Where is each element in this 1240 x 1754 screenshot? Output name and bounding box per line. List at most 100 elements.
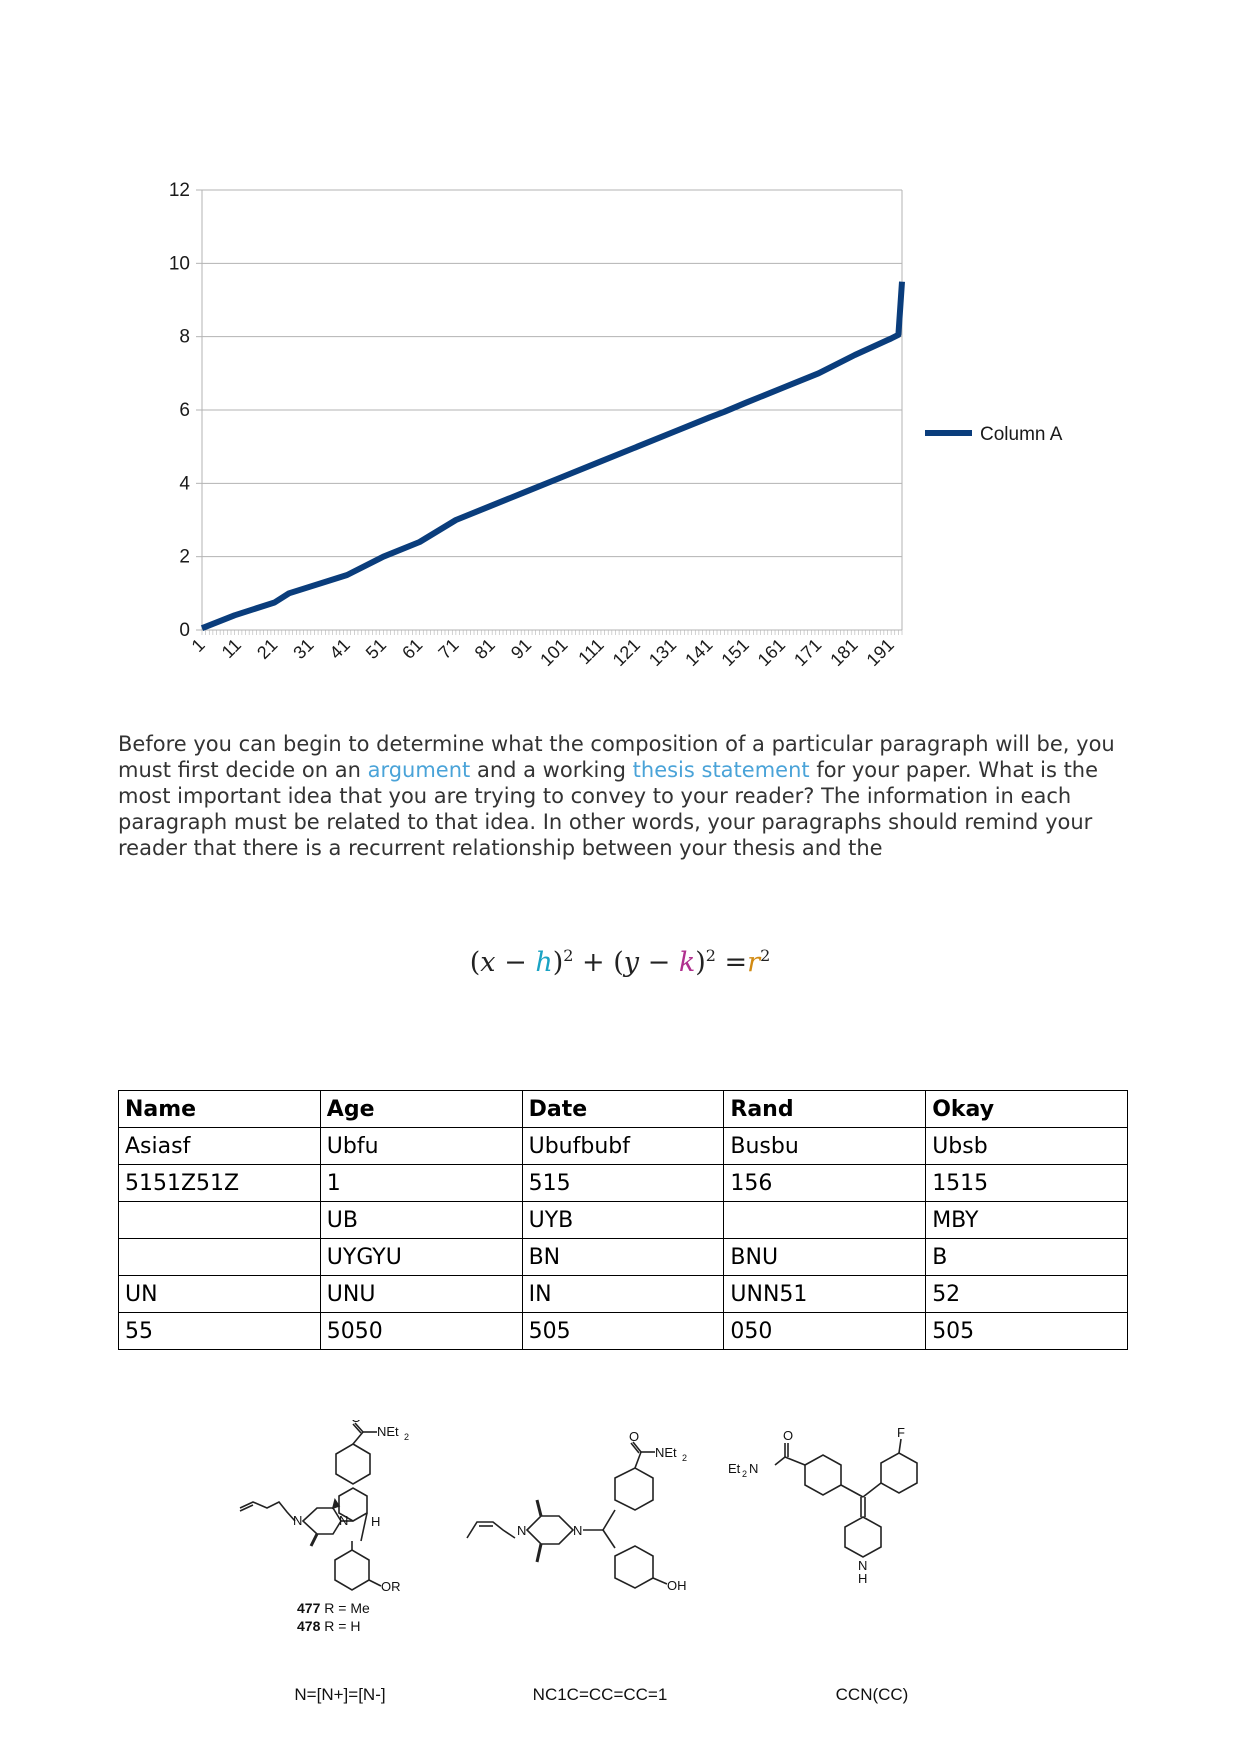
x-tick-label: 71 [434, 635, 462, 663]
x-tick-label: 151 [717, 635, 752, 670]
smiles-1: N=[N+]=[N-] [294, 1685, 386, 1704]
table-cell [118, 1238, 321, 1276]
svg-text:N: N [517, 1523, 526, 1538]
x-tick-label: 191 [863, 635, 898, 670]
molecule-3-drawing: O Et 2 N F N H [728, 1425, 918, 1586]
eq-h: h [535, 947, 553, 978]
x-tick-label: 171 [790, 635, 825, 670]
svg-text:N: N [858, 1558, 867, 1573]
table-cell: MBY [925, 1201, 1128, 1239]
x-tick-label: 131 [645, 635, 680, 670]
svg-text:2: 2 [682, 1453, 687, 1463]
compound-label-477: 477 R = Me [297, 1600, 370, 1616]
x-tick-label: 21 [253, 635, 281, 663]
svg-text:N: N [573, 1523, 582, 1538]
header-name: Name [118, 1090, 321, 1128]
svg-text:2: 2 [404, 1432, 409, 1442]
molecule-structure-2: N N O NEt 2 OH [465, 1429, 705, 1624]
molecule-structure-3: O Et 2 N F N H [725, 1425, 955, 1629]
table-cell: 505 [521, 1312, 725, 1350]
table-cell: UNN51 [723, 1275, 927, 1313]
table-cell: IN [521, 1275, 725, 1313]
table-row: 55 5050 505 050 505 [118, 1312, 1128, 1350]
svg-text:H: H [371, 1514, 380, 1529]
table-row: UYGYU BN BNU B [118, 1238, 1128, 1276]
x-tick-label: 1 [188, 635, 209, 656]
y-tick-label: 4 [179, 473, 190, 494]
x-tick-label: 31 [289, 635, 317, 663]
x-tick-label: 81 [471, 635, 499, 663]
table-header-row: Name Age Date Rand Okay [118, 1090, 1128, 1128]
svg-text:N: N [749, 1461, 758, 1476]
y-tick-label: 2 [179, 547, 190, 568]
table-cell: 050 [723, 1312, 927, 1350]
y-tick-label: 8 [179, 327, 190, 348]
eq-x: x [480, 947, 496, 978]
table-cell: UNU [319, 1275, 523, 1313]
x-tick-label: 141 [681, 635, 716, 670]
svg-text:2: 2 [742, 1469, 747, 1479]
argument-link[interactable]: argument [367, 758, 471, 782]
molecule-1-drawing: N N H O NEt 2 OR [239, 1410, 409, 1594]
table-row: 5151Z51Z 1 515 156 1515 [118, 1164, 1128, 1202]
table-cell: 5050 [319, 1312, 523, 1350]
table-cell: UN [118, 1275, 321, 1313]
table-cell: Ubufbubf [521, 1127, 725, 1165]
table-cell: 5151Z51Z [118, 1164, 321, 1202]
header-date: Date [521, 1090, 725, 1128]
table-cell: 515 [521, 1164, 725, 1202]
table-row: Asiasf Ubfu Ubufbubf Busbu Ubsb [118, 1127, 1128, 1165]
svg-text:OR: OR [381, 1579, 401, 1594]
table-cell: BN [521, 1238, 725, 1276]
molecule-structure-1: N N H O NEt 2 OR 477 R = Me 478 R = H [235, 1410, 445, 1654]
compound-label-478: 478 R = H [297, 1618, 361, 1634]
data-table: Name Age Date Rand Okay Asiasf Ubfu Ubuf… [118, 1090, 1128, 1350]
table-cell: Ubsb [925, 1127, 1128, 1165]
svg-text:N: N [339, 1513, 348, 1528]
table-cell: 52 [925, 1275, 1128, 1313]
smiles-2: NC1C=CC=CC=1 [532, 1685, 668, 1704]
paragraph-text-1: Before you can begin to determine what t… [118, 732, 1115, 782]
table-cell: UYB [521, 1201, 725, 1239]
x-tick-label: 11 [218, 635, 245, 662]
svg-text:H: H [858, 1571, 867, 1586]
header-age: Age [319, 1090, 523, 1128]
svg-text:O: O [783, 1428, 793, 1443]
table-cell: 505 [925, 1312, 1128, 1350]
y-tick-label: 6 [179, 400, 190, 421]
x-tick-label: 101 [536, 635, 571, 670]
eq-r: r [747, 947, 761, 978]
header-rand: Rand [723, 1090, 927, 1128]
eq-exp-2: 2 [705, 946, 716, 965]
table-cell: UB [319, 1201, 523, 1239]
body-paragraph: Before you can begin to determine what t… [118, 731, 1138, 861]
legend-label-column-a: Column A [980, 424, 1063, 445]
x-tick-label: 111 [574, 635, 607, 668]
circle-equation: (x − h)2 + (y − k)2 =r2 [469, 946, 771, 978]
table-cell: B [925, 1238, 1128, 1276]
svg-text:O: O [351, 1420, 361, 1425]
table-cell [118, 1201, 321, 1239]
table-cell: 55 [118, 1312, 321, 1350]
table-cell: 1 [319, 1164, 523, 1202]
y-tick-label: 0 [179, 620, 190, 641]
header-okay: Okay [925, 1090, 1128, 1128]
table-cell: 1515 [925, 1164, 1128, 1202]
table-row: UB UYB MBY [118, 1201, 1128, 1239]
y-tick-label: 12 [169, 180, 190, 201]
svg-text:NEt: NEt [377, 1424, 399, 1439]
x-tick-label: 91 [507, 635, 535, 663]
table-cell: Asiasf [118, 1127, 321, 1165]
smiles-3: CCN(CC) [835, 1685, 909, 1704]
series-line-column-a [200, 281, 905, 631]
thesis-statement-link[interactable]: thesis statement [632, 758, 810, 782]
x-tick-label: 51 [362, 635, 390, 663]
svg-text:F: F [897, 1425, 905, 1440]
x-tick-label: 61 [398, 635, 426, 663]
paragraph-text-3: for your paper. What is the most importa… [118, 758, 1099, 860]
table-cell [723, 1201, 927, 1239]
y-tick-label: 10 [169, 253, 190, 274]
svg-text:O: O [629, 1430, 639, 1444]
table-row: UN UNU IN UNN51 52 [118, 1275, 1128, 1313]
